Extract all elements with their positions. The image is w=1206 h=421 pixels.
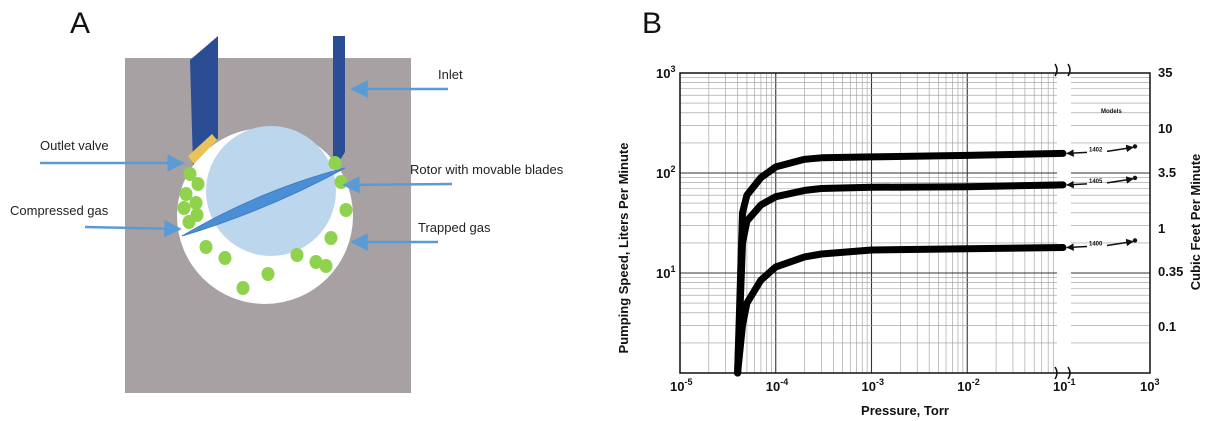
gas-molecule bbox=[190, 208, 204, 222]
inlet-label: Inlet bbox=[438, 67, 463, 82]
series-label-1402: 1402 bbox=[1089, 147, 1103, 153]
gas-molecule bbox=[328, 156, 342, 170]
y-tick-label: 101 bbox=[656, 264, 675, 281]
series-line-1400 bbox=[734, 244, 1067, 377]
outlet-port bbox=[190, 36, 218, 165]
y-tick-label: 103 bbox=[656, 64, 675, 81]
compressed-gas-arrow bbox=[84, 219, 182, 238]
inlet-port bbox=[333, 36, 345, 172]
gas-molecule bbox=[177, 201, 191, 215]
gas-molecule bbox=[309, 255, 323, 269]
gas-molecule bbox=[183, 167, 197, 181]
compressed-gas-label: Compressed gas bbox=[10, 203, 109, 218]
x-tick-label: 10-4 bbox=[766, 377, 788, 394]
x-tick-label: 10-2 bbox=[957, 377, 979, 394]
plot-background bbox=[680, 73, 1150, 373]
y-tick-label: 102 bbox=[656, 164, 675, 181]
y-axis-label-right: Cubic Feet Per Minute bbox=[1188, 154, 1203, 291]
series-line-1402 bbox=[734, 149, 1067, 377]
rotor-arrow bbox=[342, 176, 453, 194]
series-marker-1402 bbox=[1132, 144, 1138, 149]
gas-molecule bbox=[218, 251, 232, 265]
gas-molecule bbox=[319, 259, 333, 273]
panel-a: A Inlet Outlet valve Rotor with movable … bbox=[10, 7, 564, 393]
panel-a-label: A bbox=[70, 7, 90, 40]
series-pointer-right-1402 bbox=[1106, 144, 1134, 153]
series-marker-1400 bbox=[1132, 238, 1138, 243]
y-right-tick-label: 10 bbox=[1158, 121, 1172, 136]
series-pointer-1400 bbox=[1066, 243, 1088, 251]
series-label-1400: 1400 bbox=[1089, 241, 1103, 247]
y-axis-label-left: Pumping Speed, Liters Per Minute bbox=[616, 143, 631, 354]
rotor-label: Rotor with movable blades bbox=[410, 162, 564, 177]
rotor-blade bbox=[181, 167, 346, 237]
gas-molecule bbox=[261, 267, 275, 281]
y-right-tick-label: 3.5 bbox=[1158, 165, 1176, 180]
series-pointer-1405 bbox=[1066, 180, 1088, 189]
x-tick-label: 10-5 bbox=[670, 377, 692, 394]
series-pointer-1402 bbox=[1066, 149, 1088, 157]
series-pointer-right-1400 bbox=[1106, 238, 1134, 247]
gas-molecule bbox=[290, 248, 304, 262]
gas-molecule bbox=[189, 196, 203, 210]
plot-frame bbox=[679, 72, 1151, 374]
tick-labels: 10-5 10-4 10-3 10-2 10-1 103 103 102 101 35 10 3.5 1… bbox=[656, 64, 1183, 394]
x-axis-label: Pressure, Torr bbox=[861, 403, 949, 418]
trapped-gas-label: Trapped gas bbox=[418, 220, 491, 235]
x-tick-label: 10-3 bbox=[862, 377, 884, 394]
series-group: 1402 1405 1400 bbox=[734, 144, 1138, 377]
gas-molecule bbox=[334, 175, 348, 189]
axis-break-mark-top bbox=[1054, 63, 1071, 77]
gas-molecule bbox=[236, 281, 250, 295]
series-line-1405 bbox=[734, 181, 1067, 377]
y-right-tick-label: 35 bbox=[1158, 65, 1172, 80]
gas-molecule bbox=[324, 231, 338, 245]
outlet-valve-label: Outlet valve bbox=[40, 138, 109, 153]
x-tick-label: 103 bbox=[1140, 377, 1159, 394]
models-label: Models bbox=[1101, 109, 1122, 115]
axis-break bbox=[1057, 66, 1071, 380]
gas-molecule bbox=[179, 187, 193, 201]
gas-molecule bbox=[191, 177, 205, 191]
rotor bbox=[206, 126, 336, 256]
x-tick-label: 10-1 bbox=[1053, 377, 1075, 394]
y-right-tick-label: 0.35 bbox=[1158, 264, 1183, 279]
y-right-tick-label: 1 bbox=[1158, 221, 1165, 236]
gas-molecules bbox=[177, 156, 353, 295]
gas-molecule bbox=[199, 240, 213, 254]
y-right-tick-label: 0.1 bbox=[1158, 319, 1176, 334]
outlet-valve bbox=[188, 134, 217, 164]
panel-b-label: B bbox=[642, 7, 662, 40]
series-label-1405: 1405 bbox=[1089, 179, 1103, 185]
gas-molecule bbox=[339, 203, 353, 217]
series-pointer-right-1405 bbox=[1106, 176, 1134, 184]
series-marker-1405 bbox=[1132, 175, 1138, 181]
